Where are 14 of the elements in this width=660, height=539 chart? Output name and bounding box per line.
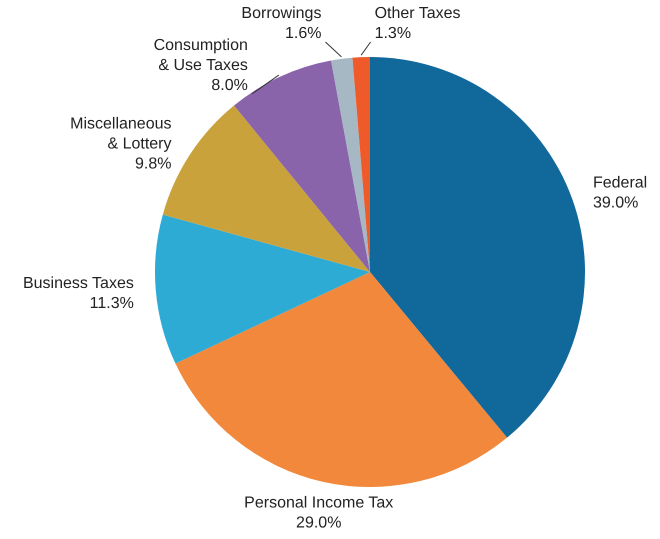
- data-label: 8.0%: [211, 77, 248, 94]
- slice-label: Miscellaneous & Lottery: [70, 116, 172, 153]
- data-label: 11.3%: [90, 295, 134, 312]
- data-label: 1.3%: [374, 25, 412, 42]
- data-label: 1.6%: [284, 25, 322, 42]
- data-label: 29.0%: [296, 514, 342, 532]
- slice-label: Borrowings: [241, 5, 322, 22]
- slice-label: Business Taxes: [22, 275, 134, 292]
- data-label: 9.8%: [135, 156, 172, 173]
- slice-label: Other Taxes: [374, 5, 461, 22]
- data-label: 39.0%: [592, 194, 638, 212]
- slice-label: Personal Income Tax: [244, 494, 394, 512]
- slice-label: Federal: [592, 174, 648, 192]
- slice-label: Consumption & Use Taxes: [154, 37, 248, 74]
